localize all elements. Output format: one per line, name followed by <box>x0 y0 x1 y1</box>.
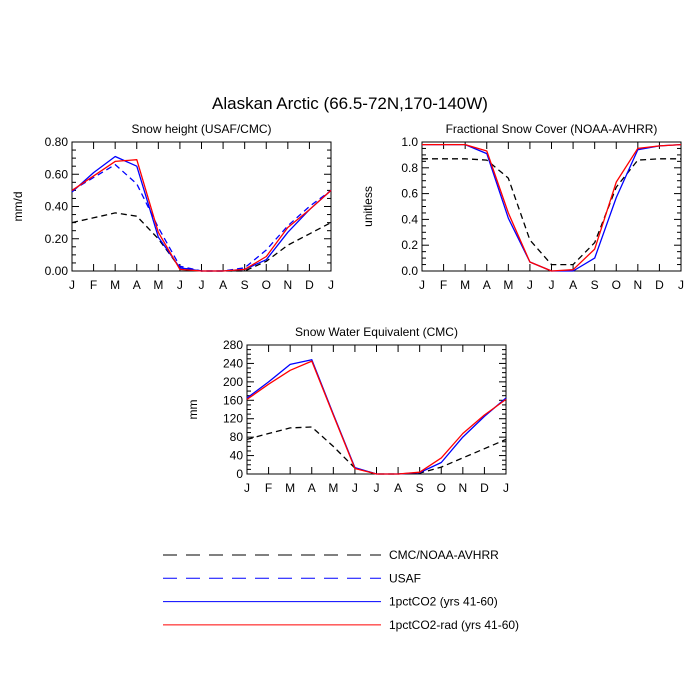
series-line-cmc-noaa-avhrr <box>246 426 507 475</box>
x-tick-label: M <box>110 278 120 292</box>
y-tick-label: 0.2 <box>401 238 418 252</box>
x-tick-label: S <box>241 278 249 292</box>
series-line-cmc-noaa-avhrr <box>422 158 681 266</box>
series-line-1pctco2-yrs-41-60 <box>246 359 507 475</box>
y-tick-label: 0.00 <box>45 264 69 278</box>
y-axis-label: mm <box>186 400 200 420</box>
x-tick-label: S <box>416 481 424 495</box>
chart-panel-1: Snow height (USAF/CMC) mm/d 0.00 0.20 0.40 0.… <box>11 122 334 292</box>
x-tick-label: A <box>308 481 316 495</box>
y-tick-label: 280 <box>223 338 243 352</box>
legend-label: USAF <box>389 571 421 585</box>
series-line-usaf <box>71 163 332 272</box>
x-tick-label: A <box>133 278 141 292</box>
x-tick-label: J <box>503 481 509 495</box>
x-tick-label: A <box>394 481 402 495</box>
y-tick-label: 0.60 <box>45 167 69 181</box>
x-tick-label: D <box>480 481 489 495</box>
chart-panel-3: Snow Water Equivalent (CMC) mm 0 40 80 120 160… <box>186 325 509 495</box>
plot-frame <box>246 344 507 475</box>
x-tick-label: F <box>440 278 447 292</box>
x-tick-label: J <box>177 278 183 292</box>
x-tick-label: A <box>219 278 227 292</box>
x-tick-label: A <box>569 278 577 292</box>
y-tick-label: 200 <box>223 375 243 389</box>
y-tick-label: 80 <box>230 430 244 444</box>
x-tick-label: J <box>352 481 358 495</box>
series-line-1pctco2-rad-yrs-41-60 <box>246 360 507 475</box>
y-tick-label: 120 <box>223 412 243 426</box>
x-tick-label: M <box>503 278 513 292</box>
x-tick-label: F <box>90 278 97 292</box>
y-tick-label: 0.80 <box>45 135 69 149</box>
y-tick-label: 0.4 <box>401 212 418 226</box>
x-tick-label: J <box>69 278 75 292</box>
y-tick-label: 0.0 <box>401 264 418 278</box>
series-line-1pctco2-rad-yrs-41-60 <box>422 143 682 272</box>
x-tick-label: J <box>527 278 533 292</box>
x-tick-label: F <box>265 481 272 495</box>
legend-label: 1pctCO2 (yrs 41-60) <box>389 595 498 609</box>
x-tick-label: J <box>374 481 380 495</box>
y-tick-label: 0.8 <box>401 161 418 175</box>
x-tick-label: J <box>419 278 425 292</box>
x-tick-label: M <box>153 278 163 292</box>
x-tick-label: J <box>549 278 555 292</box>
plot-frame <box>421 141 682 272</box>
panel-title: Fractional Snow Cover (NOAA-AVHRR) <box>446 122 658 136</box>
legend-label: 1pctCO2-rad (yrs 41-60) <box>389 618 519 632</box>
legend-label: CMC/NOAA-AVHRR <box>389 548 499 562</box>
x-tick-label: J <box>678 278 684 292</box>
x-tick-label: N <box>283 278 292 292</box>
series-line-1pctco2-yrs-41-60 <box>71 155 332 272</box>
y-axis-label: unitless <box>361 186 375 227</box>
y-tick-label: 0.6 <box>401 187 418 201</box>
y-tick-label: 0.40 <box>45 200 69 214</box>
legend: CMC/NOAA-AVHRR USAF 1pctCO2 (yrs 41-60) 1pc… <box>163 548 519 632</box>
y-tick-label: 160 <box>223 393 243 407</box>
x-tick-label: A <box>483 278 491 292</box>
x-tick-label: N <box>458 481 467 495</box>
plot-frame <box>71 141 332 272</box>
x-tick-label: J <box>199 278 205 292</box>
x-tick-label: S <box>591 278 599 292</box>
y-tick-label: 0 <box>236 467 243 481</box>
x-tick-label: D <box>305 278 314 292</box>
panel-title: Snow height (USAF/CMC) <box>131 122 271 136</box>
y-tick-label: 1.0 <box>401 135 418 149</box>
figure-title: Alaskan Arctic (66.5-72N,170-140W) <box>212 94 488 113</box>
series-line-1pctco2-rad-yrs-41-60 <box>71 159 332 272</box>
x-tick-label: O <box>612 278 621 292</box>
y-tick-label: 240 <box>223 356 243 370</box>
x-tick-label: N <box>633 278 642 292</box>
x-tick-label: O <box>262 278 271 292</box>
y-tick-label: 0.20 <box>45 232 69 246</box>
y-tick-label: 40 <box>230 449 244 463</box>
series-line-1pctco2-yrs-41-60 <box>422 143 682 272</box>
x-tick-label: O <box>437 481 446 495</box>
chart-panel-2: Fractional Snow Cover (NOAA-AVHRR) unitle… <box>361 122 684 292</box>
x-tick-label: D <box>655 278 664 292</box>
panel-title: Snow Water Equivalent (CMC) <box>295 325 458 339</box>
y-axis-label: mm/d <box>11 192 25 222</box>
x-tick-label: J <box>244 481 250 495</box>
x-tick-label: M <box>328 481 338 495</box>
x-tick-label: M <box>460 278 470 292</box>
x-tick-label: M <box>285 481 295 495</box>
x-tick-label: J <box>328 278 334 292</box>
